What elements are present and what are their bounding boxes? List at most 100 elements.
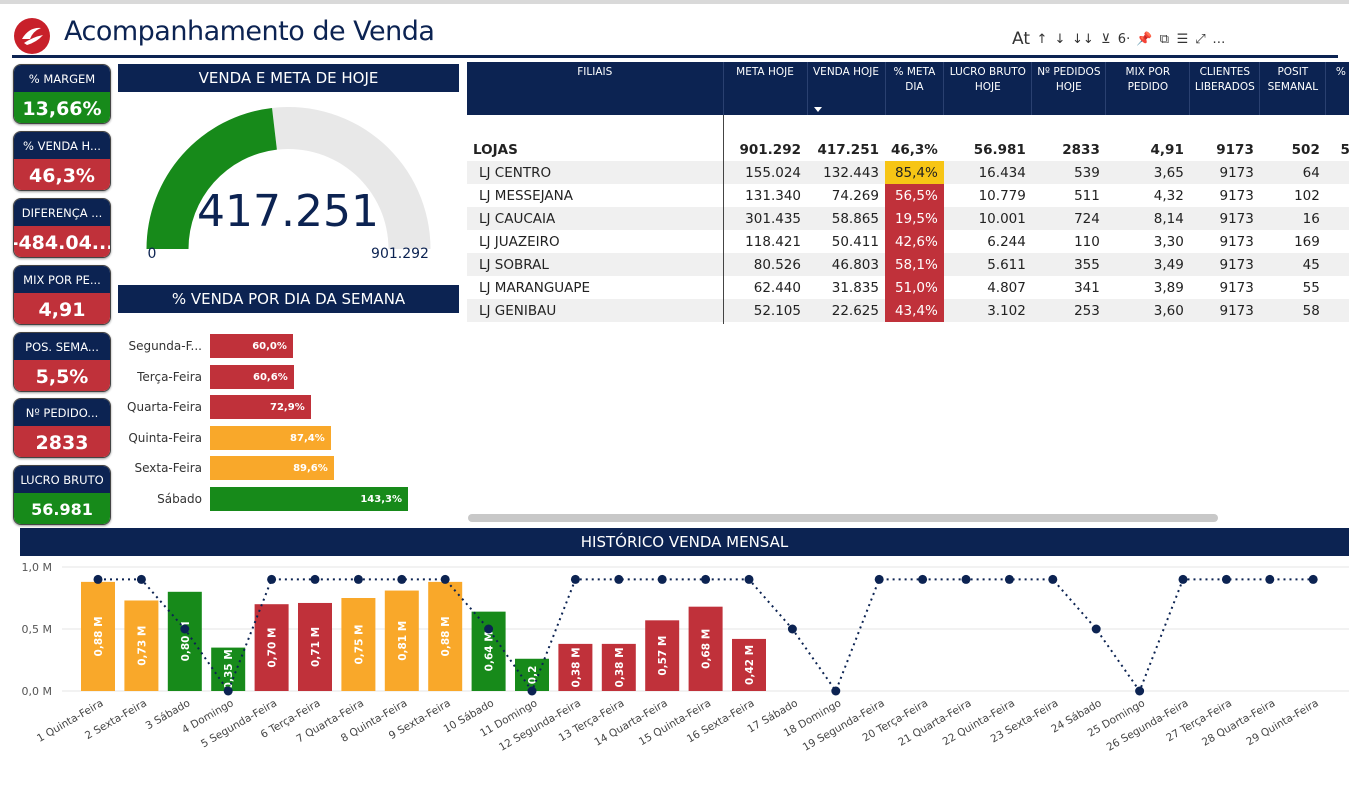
table-cell: 80.526 [723, 253, 807, 276]
toolbar-item[interactable]: … [1212, 31, 1226, 47]
meta-point[interactable] [527, 686, 537, 696]
column-header[interactable]: MIX POR PEDIDO [1105, 62, 1191, 115]
kpi-card[interactable]: DIFERENÇA ... -484.04... [13, 198, 111, 258]
kpi-card[interactable]: MIX POR PE... 4,91 [13, 265, 111, 325]
kpi-card[interactable]: POS. SEMA... 5,5% [13, 332, 111, 392]
weekday-bar[interactable]: 89,6% [210, 456, 334, 480]
meta-point[interactable] [657, 574, 667, 584]
weekday-bar[interactable]: 87,4% [210, 426, 331, 450]
table-row[interactable]: LJ MESSEJANA 131.340 74.269 56,5% 10.779 511 4… [467, 184, 1349, 207]
sales-bar[interactable] [167, 591, 202, 691]
meta-point[interactable] [701, 574, 711, 584]
sales-bar[interactable] [732, 638, 766, 691]
kpi-card[interactable]: Nº PEDIDO... 2833 [13, 398, 111, 458]
meta-point[interactable] [1004, 574, 1014, 584]
meta-point[interactable] [1091, 624, 1101, 634]
meta-point[interactable] [1308, 574, 1318, 584]
sales-bar[interactable] [211, 647, 246, 691]
meta-point[interactable] [440, 574, 450, 584]
column-header[interactable]: % META DIA [885, 62, 945, 115]
column-header[interactable]: VENDA HOJE [807, 62, 886, 115]
table-cell: 46,3% [885, 322, 944, 324]
weekday-bar[interactable]: 143,3% [210, 487, 408, 511]
sales-gauge[interactable]: 417.251 0 901.292 [118, 92, 459, 270]
sales-bar[interactable] [384, 590, 419, 691]
kpi-card[interactable]: LUCRO BRUTO 56.981 [13, 465, 111, 525]
toolbar-item[interactable]: ⧉ [1159, 31, 1170, 47]
table-row[interactable]: LJ JUAZEIRO 118.421 50.411 42,6% 6.244 110 3,3… [467, 230, 1349, 253]
table-cell: 417.251 [807, 322, 885, 324]
toolbar-item[interactable]: 6· [1117, 31, 1131, 47]
column-header[interactable]: META HOJE [723, 62, 808, 115]
table-cell [1326, 184, 1349, 207]
toolbar-item[interactable]: ⊻ [1101, 31, 1111, 47]
meta-point[interactable] [1221, 574, 1231, 584]
column-header[interactable]: Nº PEDIDOS HOJE [1031, 62, 1107, 115]
meta-point[interactable] [744, 574, 754, 584]
meta-point[interactable] [93, 574, 103, 584]
table-horizontal-scrollbar[interactable] [468, 514, 1218, 522]
meta-point[interactable] [484, 624, 494, 634]
table-row[interactable]: LJ CENTRO 155.024 132.443 85,4% 16.434 539 3,6… [467, 161, 1349, 184]
column-header[interactable]: % [1325, 62, 1349, 115]
weekday-bar[interactable]: 60,0% [210, 334, 293, 358]
column-header[interactable]: CLIENTES LIBERADOS [1189, 62, 1261, 115]
sales-bar[interactable] [428, 581, 463, 691]
meta-point[interactable] [353, 574, 363, 584]
toolbar-item[interactable]: ↓↓ [1072, 31, 1094, 47]
column-header[interactable]: LUCRO BRUTO HOJE [943, 62, 1033, 115]
table-row[interactable]: LJ MARANGUAPE 62.440 31.835 51,0% 4.807 341 3,… [467, 276, 1349, 299]
table-cell: 5.611 [943, 253, 1032, 276]
meta-point[interactable] [570, 574, 580, 584]
meta-point[interactable] [1178, 574, 1188, 584]
table-row[interactable]: LOJAS 901.292 417.251 46,3% 56.981 2833 4,91 91… [467, 138, 1349, 161]
sales-bar[interactable] [298, 602, 332, 691]
meta-point[interactable] [614, 574, 624, 584]
sales-bar[interactable] [124, 600, 159, 691]
meta-point[interactable] [1265, 574, 1275, 584]
sales-bar[interactable] [254, 604, 289, 691]
logo-icon [22, 27, 43, 45]
sales-bar[interactable] [645, 620, 680, 691]
table-cell: 5 [1326, 322, 1349, 324]
kpi-card[interactable]: % MARGEM 13,66% [13, 64, 111, 124]
meta-point[interactable] [180, 624, 190, 634]
column-header[interactable]: POSIT SEMANAL [1259, 62, 1327, 115]
sales-bar[interactable] [601, 643, 636, 691]
table-cell: 4,91 [1106, 322, 1190, 324]
table-row[interactable]: LJ CAUCAIA 301.435 58.865 19,5% 10.001 724 8,1… [467, 207, 1349, 230]
toolbar-item[interactable]: ⤢ [1195, 31, 1206, 47]
meta-point[interactable] [787, 624, 797, 634]
meta-point[interactable] [267, 574, 277, 584]
meta-point[interactable] [831, 686, 841, 696]
toolbar-item[interactable]: ☰ [1176, 31, 1189, 47]
meta-point[interactable] [136, 574, 146, 584]
kpi-label: % VENDA H... [14, 132, 110, 159]
toolbar-item[interactable]: ↑ [1036, 31, 1048, 47]
meta-point[interactable] [310, 574, 320, 584]
table-cell: 539 [1031, 161, 1106, 184]
weekday-bar[interactable]: 60,6% [210, 365, 294, 389]
toolbar-item[interactable]: ↓ [1054, 31, 1066, 47]
meta-point[interactable] [223, 686, 233, 696]
kpi-card[interactable]: % VENDA H... 46,3% [13, 131, 111, 191]
meta-point[interactable] [961, 574, 971, 584]
table-row[interactable]: LJ GENIBAU 52.105 22.625 43,4% 3.102 253 3,60 9… [467, 299, 1349, 322]
column-header[interactable]: FILIAIS [467, 62, 724, 115]
meta-point[interactable] [1048, 574, 1058, 584]
table-row[interactable]: LJ SOBRAL 80.526 46.803 58,1% 5.611 355 3,49 91… [467, 253, 1349, 276]
sales-bar[interactable] [341, 598, 376, 691]
table-row[interactable]: Total901.292417.25146,3%56.98128334,9191… [467, 322, 1349, 324]
sales-bar[interactable] [558, 643, 593, 691]
meta-point[interactable] [1135, 686, 1145, 696]
weekday-row: Quinta-Feira 87,4% [118, 426, 331, 450]
sales-bar[interactable] [81, 581, 115, 691]
toolbar-item[interactable]: At [1012, 29, 1030, 49]
toolbar-item[interactable]: 📌 [1136, 31, 1153, 47]
weekday-bar[interactable]: 72,9% [210, 395, 311, 419]
meta-point[interactable] [874, 574, 884, 584]
meta-point[interactable] [397, 574, 407, 584]
meta-point[interactable] [918, 574, 928, 584]
sales-bar[interactable] [688, 606, 723, 691]
table-cell: 9173 [1216, 141, 1254, 158]
